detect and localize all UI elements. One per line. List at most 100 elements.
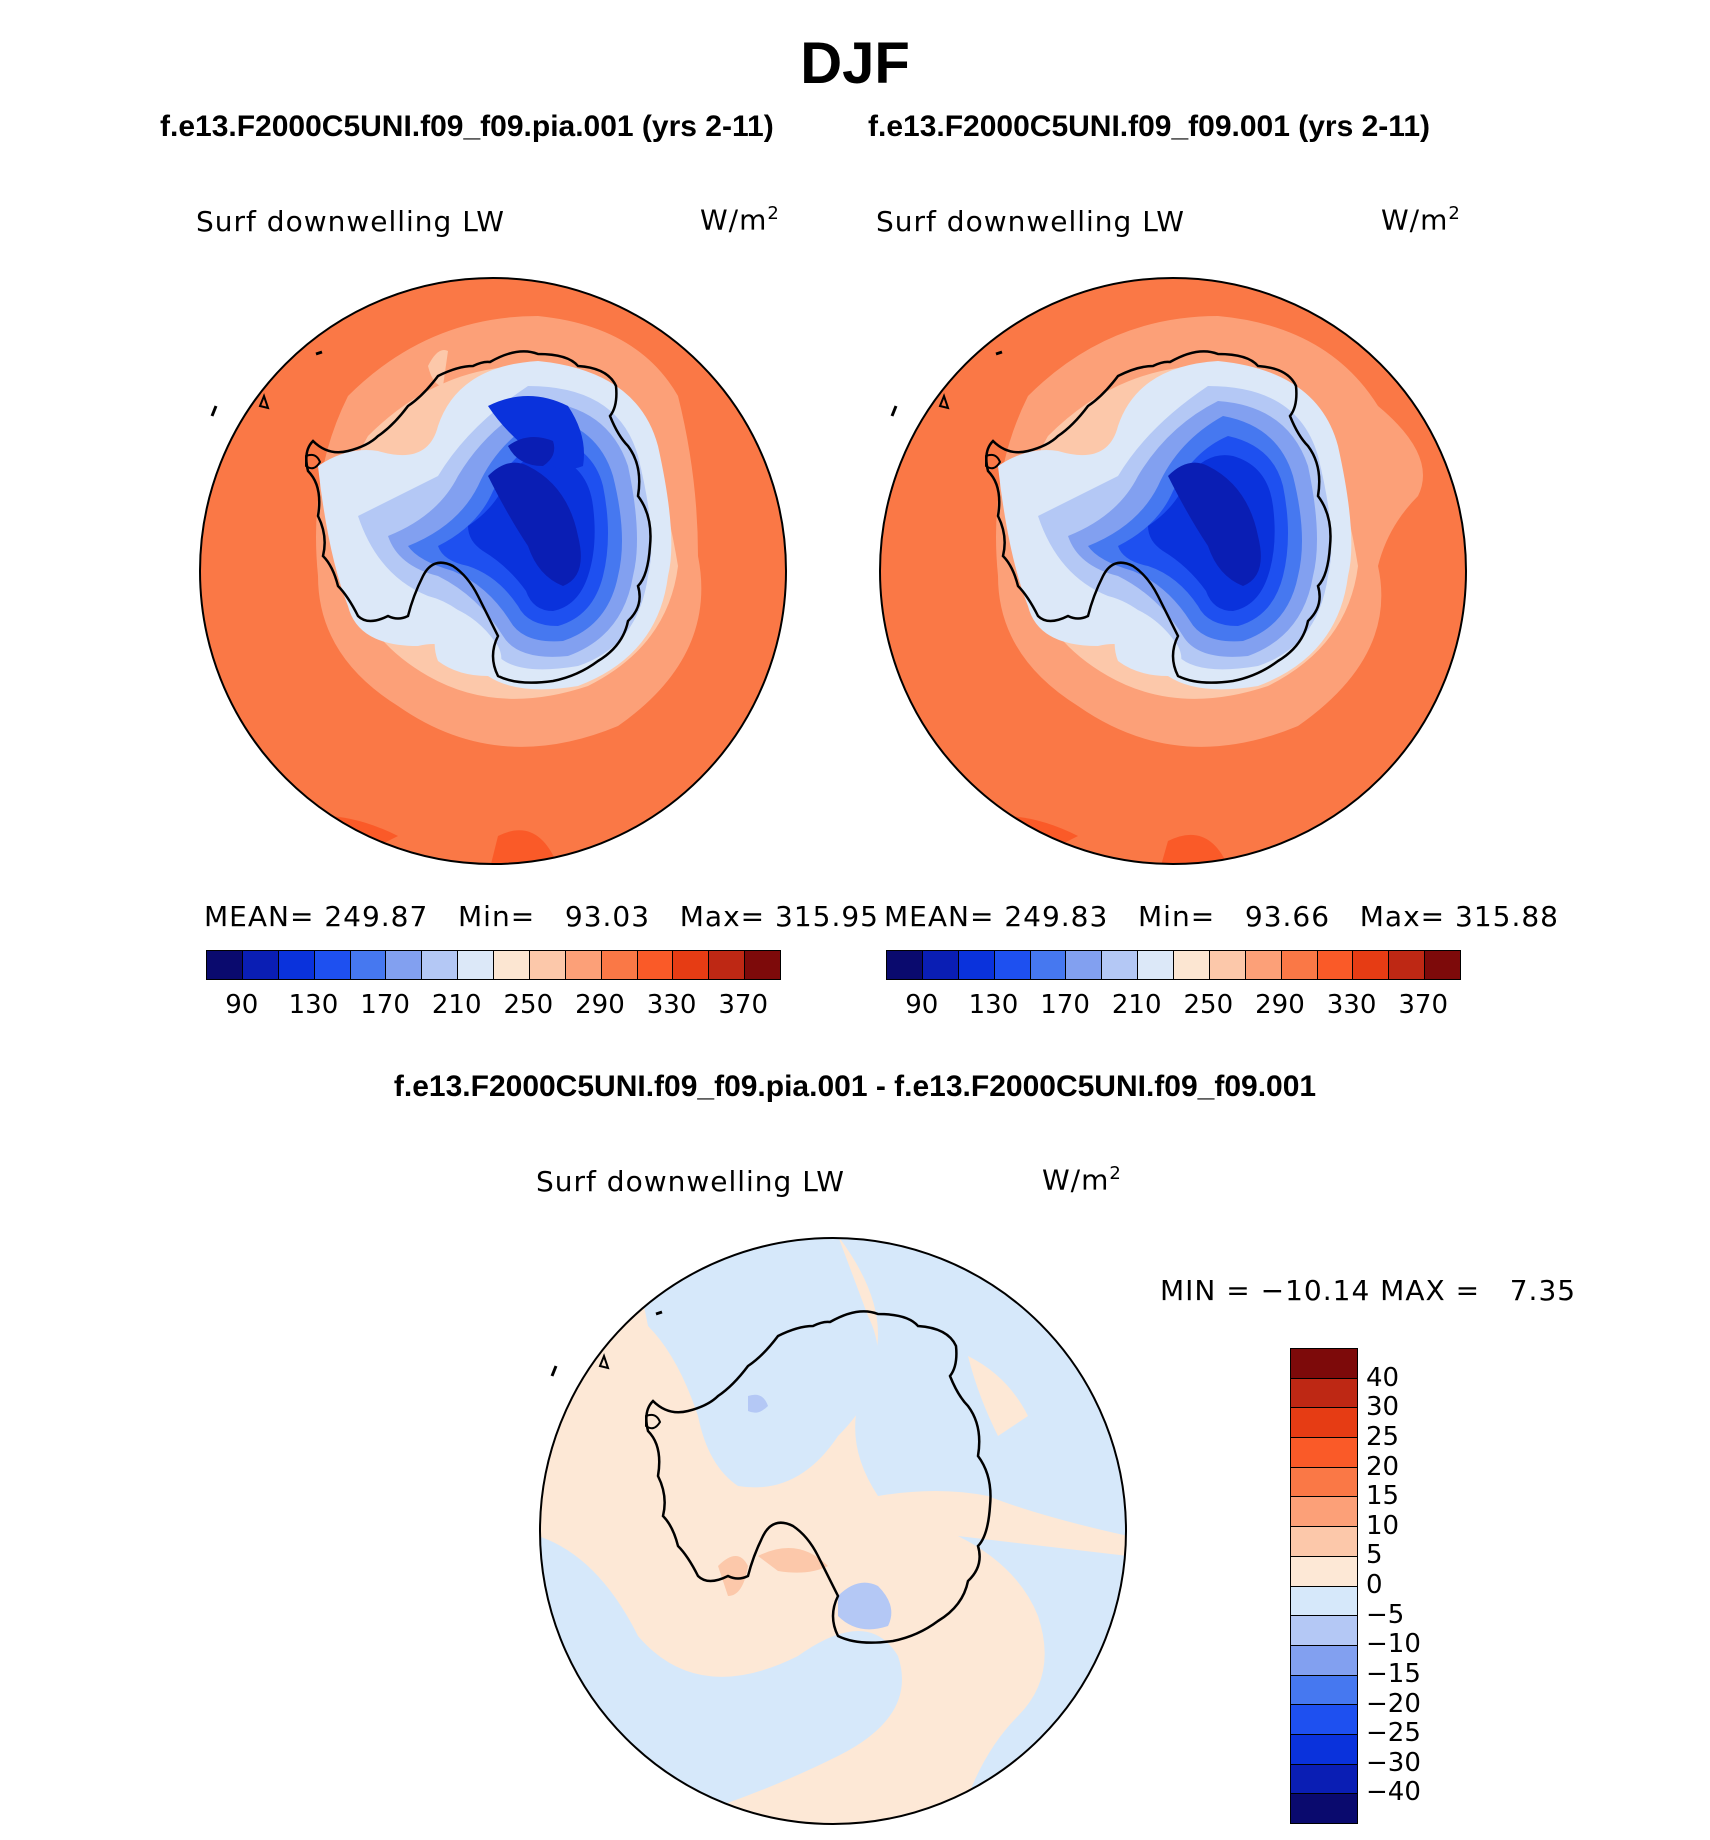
colorbar-swatch [1291, 1378, 1357, 1409]
colorbar-swatch [494, 951, 530, 979]
colorbar-tick-label: 250 [1183, 990, 1234, 1020]
colorbar-tick-label: 15 [1366, 1481, 1400, 1512]
panel-1-map [199, 277, 787, 865]
colorbar-tick-label: 370 [1398, 990, 1449, 1020]
colorbar-swatch [1291, 1734, 1357, 1765]
colorbar-swatch [1291, 1705, 1357, 1735]
colorbar-tick-label: −25 [1366, 1718, 1421, 1749]
colorbar-tick-label: 30 [1366, 1392, 1400, 1423]
panel-2-colorbar-ticks: 90 130 170 210 250 290 330 370 [886, 990, 1459, 1020]
panel-3-units-label: W/m2 [1042, 1163, 1122, 1197]
colorbar-swatch [529, 951, 566, 979]
page-title: DJF [800, 31, 910, 96]
colorbar-tick-label: −20 [1366, 1688, 1421, 1719]
colorbar-tick-label: 330 [646, 990, 697, 1020]
panel-2-stats: MEAN= 249.83 Min= 93.66 Max= 315.88 [884, 900, 1559, 933]
colorbar-tick-label: 90 [905, 990, 939, 1020]
difference-title: f.e13.F2000C5UNI.f09_f09.pia.001 - f.e13… [393, 1070, 1317, 1103]
panel-3-map [539, 1237, 1127, 1825]
colorbar-swatch [1291, 1764, 1357, 1795]
colorbar-swatch [1138, 951, 1174, 979]
panel-3-colorbar [1290, 1348, 1358, 1824]
colorbar-swatch [1291, 1675, 1357, 1706]
colorbar-tick-label: 250 [503, 990, 554, 1020]
colorbar-tick-label: 330 [1326, 990, 1377, 1020]
colorbar-tick-label: 210 [1111, 990, 1162, 1020]
colorbar-swatch [1291, 1616, 1357, 1646]
colorbar-swatch [350, 951, 387, 979]
colorbar-tick-label: 370 [718, 990, 769, 1020]
colorbar-swatch [887, 951, 923, 979]
colorbar-swatch [1317, 951, 1354, 979]
colorbar-tick-label: 130 [968, 990, 1019, 1020]
colorbar-swatch [637, 951, 674, 979]
colorbar-tick-label: 290 [1255, 990, 1305, 1020]
colorbar-swatch [314, 951, 351, 979]
colorbar-tick-label: 5 [1366, 1540, 1383, 1571]
colorbar-swatch [1209, 951, 1246, 979]
colorbar-tick-label: 170 [360, 990, 410, 1020]
colorbar-swatch [994, 951, 1031, 979]
colorbar-swatch [1291, 1586, 1357, 1617]
colorbar-swatch [1291, 1467, 1357, 1498]
colorbar-swatch [1291, 1408, 1357, 1439]
panel-1-title: f.e13.F2000C5UNI.f09_f09.pia.001 (yrs 2-… [160, 110, 774, 143]
colorbar-tick-label: −10 [1366, 1629, 1421, 1660]
colorbar-swatch [1291, 1349, 1357, 1379]
colorbar-swatch [207, 951, 243, 979]
colorbar-swatch [1291, 1438, 1357, 1468]
colorbar-swatch [1291, 1794, 1357, 1823]
colorbar-tick-label: −40 [1366, 1777, 1421, 1808]
panel-1-units-label: W/m2 [700, 203, 780, 237]
colorbar-swatch [458, 951, 494, 979]
colorbar-swatch [709, 951, 746, 979]
colorbar-tick-label: 210 [431, 990, 482, 1020]
colorbar-swatch [745, 951, 780, 979]
panel-2-variable-label: Surf downwelling LW [876, 205, 1185, 238]
colorbar-swatch [673, 951, 710, 979]
colorbar-swatch [1291, 1645, 1357, 1676]
colorbar-swatch [1291, 1527, 1357, 1557]
colorbar-swatch [1389, 951, 1426, 979]
panel-2-title: f.e13.F2000C5UNI.f09_f09.001 (yrs 2-11) [868, 110, 1431, 143]
colorbar-swatch [1353, 951, 1390, 979]
colorbar-swatch [922, 951, 959, 979]
colorbar-swatch [1030, 951, 1067, 979]
panel-1-colorbar-ticks: 90 130 170 210 250 290 330 370 [206, 990, 779, 1020]
colorbar-tick-label: −15 [1366, 1658, 1421, 1689]
colorbar-tick-label: 25 [1366, 1421, 1400, 1452]
colorbar-tick-label: 40 [1366, 1362, 1400, 1393]
colorbar-swatch [1281, 951, 1318, 979]
colorbar-swatch [565, 951, 602, 979]
colorbar-tick-label: −5 [1366, 1599, 1405, 1630]
panel-3-stats: MIN = −10.14 MAX = 7.35 [1160, 1274, 1577, 1307]
colorbar-tick-label: 290 [575, 990, 625, 1020]
colorbar-swatch [1174, 951, 1210, 979]
colorbar-tick-label: 0 [1366, 1570, 1383, 1600]
colorbar-tick-label: −30 [1366, 1747, 1421, 1778]
colorbar-swatch [1102, 951, 1139, 979]
colorbar-tick-label: 10 [1366, 1510, 1400, 1541]
panel-1-stats: MEAN= 249.87 Min= 93.03 Max= 315.95 [204, 900, 879, 933]
colorbar-swatch [601, 951, 638, 979]
colorbar-swatch [386, 951, 423, 979]
colorbar-swatch [1425, 951, 1460, 979]
colorbar-swatch [958, 951, 995, 979]
colorbar-tick-label: 170 [1040, 990, 1090, 1020]
colorbar-swatch [1245, 951, 1282, 979]
colorbar-tick-label: 90 [225, 990, 259, 1020]
colorbar-swatch [278, 951, 315, 979]
panel-2-units-label: W/m2 [1381, 203, 1461, 237]
panel-2-colorbar [886, 950, 1461, 980]
panel-1-colorbar [206, 950, 781, 980]
colorbar-swatch [1066, 951, 1103, 979]
colorbar-swatch [422, 951, 459, 979]
panel-3-variable-label: Surf downwelling LW [536, 1165, 845, 1198]
panel-1-variable-label: Surf downwelling LW [196, 205, 505, 238]
colorbar-tick-label: 130 [288, 990, 339, 1020]
colorbar-swatch [1291, 1497, 1357, 1528]
colorbar-tick-label: 20 [1366, 1451, 1400, 1482]
colorbar-swatch [242, 951, 279, 979]
panel-2-map [879, 277, 1467, 865]
panel-3-colorbar-ticks: 40 30 25 20 15 10 5 0 −5 −10 −15 −20 −25 −30 −40 [1366, 1348, 1446, 1822]
